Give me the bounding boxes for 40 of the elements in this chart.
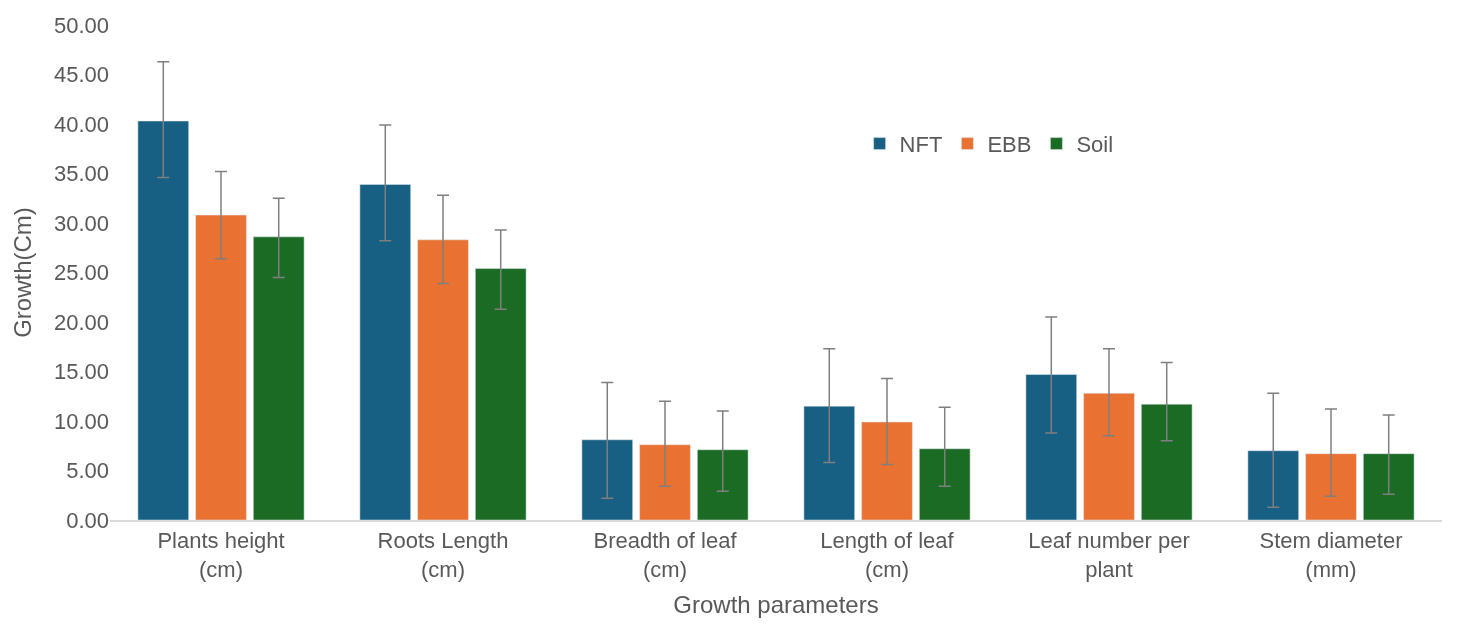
bar bbox=[253, 236, 305, 520]
y-tick-label: 50.00 bbox=[53, 12, 109, 38]
bar bbox=[417, 239, 469, 520]
bar bbox=[1363, 453, 1415, 520]
bar bbox=[697, 449, 749, 520]
legend-label: NFT bbox=[899, 132, 943, 158]
y-tick-label: 5.00 bbox=[66, 458, 109, 484]
legend-label: EBB bbox=[987, 132, 1032, 158]
bar bbox=[639, 444, 691, 520]
y-tick-label: 20.00 bbox=[53, 309, 109, 335]
y-tick-label: 30.00 bbox=[53, 210, 109, 236]
bar bbox=[475, 268, 527, 520]
bar bbox=[195, 214, 247, 520]
bar bbox=[803, 405, 855, 520]
bar bbox=[137, 120, 189, 520]
bar bbox=[919, 448, 971, 520]
y-tick-label: 35.00 bbox=[53, 161, 109, 187]
y-tick-label: 15.00 bbox=[53, 359, 109, 385]
x-tick-label: Length of leaf (cm) bbox=[820, 528, 955, 582]
bar bbox=[581, 439, 633, 520]
x-tick-label: Plants height (cm) bbox=[157, 528, 285, 582]
x-axis-title: Growth parameters bbox=[673, 590, 879, 618]
bar bbox=[861, 421, 913, 520]
y-tick-label: 25.00 bbox=[53, 260, 109, 286]
x-tick-label: Breadth of leaf (cm) bbox=[593, 528, 738, 582]
x-tick-label: Roots Length (cm) bbox=[377, 528, 509, 582]
bar bbox=[1247, 450, 1299, 520]
bar bbox=[1305, 453, 1357, 520]
bar bbox=[1083, 393, 1135, 520]
y-tick-label: 45.00 bbox=[53, 62, 109, 88]
y-axis-title: Growth(Cm) bbox=[9, 207, 37, 338]
y-tick-label: 10.00 bbox=[53, 408, 109, 434]
bar bbox=[1025, 374, 1077, 520]
y-tick-label: 40.00 bbox=[53, 111, 109, 137]
bar bbox=[359, 184, 411, 520]
x-tick-label: Stem diameter (mm) bbox=[1259, 528, 1403, 582]
bar bbox=[1141, 403, 1193, 520]
y-tick-label: 0.00 bbox=[66, 507, 109, 533]
legend-label: Soil bbox=[1076, 132, 1114, 158]
x-tick-label: Leaf number per plant bbox=[1028, 528, 1190, 582]
